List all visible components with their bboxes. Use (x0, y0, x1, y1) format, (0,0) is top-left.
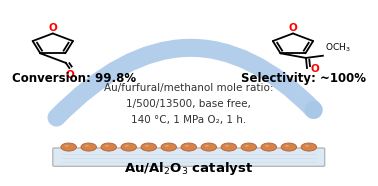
Circle shape (281, 143, 297, 151)
Circle shape (265, 145, 269, 147)
Circle shape (145, 145, 149, 147)
Circle shape (181, 143, 197, 151)
FancyArrowPatch shape (56, 48, 314, 118)
Circle shape (85, 145, 89, 147)
Text: Conversion: 99.8%: Conversion: 99.8% (12, 72, 136, 85)
Text: Au/furfural/methanol mole ratio:: Au/furfural/methanol mole ratio: (104, 83, 274, 93)
Text: 140 °C, 1 MPa O₂, 1 h.: 140 °C, 1 MPa O₂, 1 h. (131, 115, 246, 125)
Circle shape (105, 145, 109, 147)
Text: O: O (66, 70, 74, 80)
Circle shape (165, 145, 169, 147)
Circle shape (141, 143, 156, 151)
Text: O: O (288, 23, 297, 33)
Text: OCH$_3$: OCH$_3$ (325, 42, 350, 54)
Text: O: O (310, 64, 319, 73)
Text: Au/Al$_2$O$_3$ catalyst: Au/Al$_2$O$_3$ catalyst (124, 160, 253, 177)
Circle shape (201, 143, 217, 151)
Circle shape (305, 145, 309, 147)
Circle shape (241, 143, 257, 151)
Text: Selectivity: ~100%: Selectivity: ~100% (241, 72, 366, 85)
Circle shape (245, 145, 249, 147)
Circle shape (261, 143, 277, 151)
Circle shape (81, 143, 96, 151)
Circle shape (61, 143, 76, 151)
Text: O: O (48, 23, 57, 33)
Circle shape (65, 145, 69, 147)
Circle shape (121, 143, 136, 151)
Circle shape (225, 145, 229, 147)
Circle shape (301, 143, 317, 151)
FancyBboxPatch shape (53, 148, 325, 166)
Text: 1/500/13500, base free,: 1/500/13500, base free, (126, 99, 251, 109)
Circle shape (185, 145, 189, 147)
Circle shape (101, 143, 116, 151)
Circle shape (285, 145, 289, 147)
Circle shape (221, 143, 237, 151)
Circle shape (125, 145, 129, 147)
Circle shape (205, 145, 209, 147)
Circle shape (161, 143, 177, 151)
